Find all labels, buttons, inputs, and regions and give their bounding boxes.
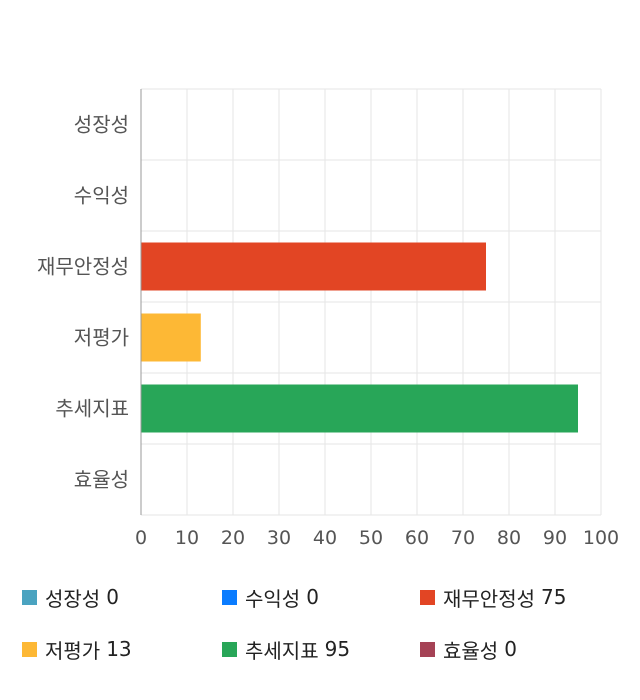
legend-value: 0: [504, 637, 517, 661]
legend-swatch: [222, 641, 237, 657]
x-tick-label: 70: [451, 527, 475, 549]
legend-item-3[interactable]: 저평가 13: [22, 634, 132, 664]
legend-label: 추세지표: [245, 638, 319, 663]
legend-item-5[interactable]: 효율성 0: [420, 634, 517, 664]
legend-label: 효율성: [443, 638, 499, 663]
bar-4: [141, 384, 578, 433]
legend-value: 0: [306, 585, 319, 609]
category-label: 저평가: [74, 326, 129, 350]
category-label: 효율성: [74, 468, 129, 492]
legend-label: 재무안정성: [443, 586, 535, 611]
legend-label: 저평가: [45, 638, 101, 663]
legend-value: 0: [106, 585, 119, 609]
bar-3: [141, 313, 201, 362]
legend-item-1[interactable]: 수익성 0: [222, 582, 319, 612]
x-tick-label: 10: [175, 527, 199, 549]
chart-legend: 성장성 0 수익성 0 재무안정성 75 저평가 13 추세지표 95 효율성 …: [0, 572, 640, 682]
x-tick-label: 0: [135, 527, 147, 549]
x-tick-label: 80: [497, 527, 521, 549]
category-label: 수익성: [74, 184, 129, 208]
legend-swatch: [420, 641, 435, 657]
category-label: 추세지표: [55, 397, 129, 421]
legend-swatch: [420, 589, 435, 605]
category-label: 성장성: [74, 113, 129, 137]
legend-swatch: [22, 589, 37, 605]
x-tick-label: 20: [221, 527, 245, 549]
legend-value: 75: [541, 585, 567, 609]
legend-value: 95: [324, 637, 351, 661]
x-tick-label: 100: [583, 527, 619, 549]
legend-swatch: [22, 641, 37, 657]
legend-swatch: [222, 589, 237, 605]
x-tick-label: 30: [267, 527, 291, 549]
legend-label: 성장성: [45, 586, 101, 611]
legend-item-2[interactable]: 재무안정성 75: [420, 582, 566, 612]
legend-label: 수익성: [245, 586, 301, 611]
legend-value: 13: [106, 637, 132, 661]
x-tick-label: 40: [313, 527, 337, 549]
x-tick-label: 50: [359, 527, 383, 549]
x-tick-label: 90: [543, 527, 567, 549]
category-label: 재무안정성: [37, 255, 129, 279]
legend-item-4[interactable]: 추세지표 95: [222, 634, 350, 664]
bar-2: [141, 242, 486, 291]
x-tick-label: 60: [405, 527, 429, 549]
legend-item-0[interactable]: 성장성 0: [22, 582, 119, 612]
